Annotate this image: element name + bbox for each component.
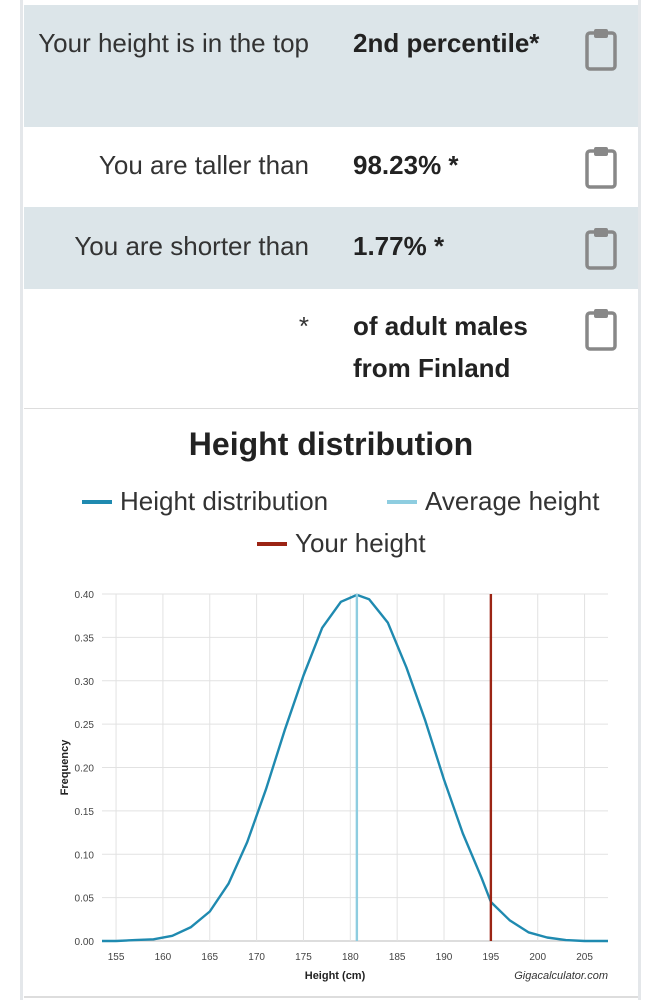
y-tick-label: 0.30: [75, 677, 95, 688]
chart-title: Height distribution: [188, 426, 474, 462]
x-tick-label: 180: [342, 952, 359, 963]
x-tick-label: 165: [201, 952, 218, 963]
clipboard-icon[interactable]: [584, 27, 618, 71]
y-tick-label: 0.40: [75, 590, 95, 601]
x-tick-label: 190: [436, 952, 453, 963]
left-border: [20, 0, 23, 1000]
legend-swatch: [82, 499, 112, 504]
taller-value: 98.23% *: [353, 150, 459, 180]
x-tick-label: 185: [389, 952, 406, 963]
y-tick-label: 0.25: [75, 720, 95, 731]
legend-swatch: [257, 541, 287, 546]
legend-swatch: [387, 499, 417, 504]
chart-credit: Gigacalculator.com: [514, 970, 608, 982]
card-bottom-border: [24, 996, 638, 998]
result-row-percentile: Your height is in the top 2nd percentile…: [24, 5, 638, 127]
y-tick-label: 0.20: [75, 764, 95, 775]
legend-label: Your height: [295, 528, 426, 558]
legend-label: Height distribution: [120, 486, 329, 516]
legend-item-your-height[interactable]: Your height: [257, 528, 426, 559]
legend-label: Average height: [425, 486, 600, 516]
legend-item-average[interactable]: Average height: [387, 486, 599, 517]
legend-item-distribution[interactable]: Height distribution: [82, 486, 328, 517]
height-distribution-chart: 0.00 0.05 0.10 0.15 0.20 0.25 0.30 0.35 0.40 155 1…: [59, 590, 608, 982]
clipboard-icon[interactable]: [584, 226, 618, 270]
shorter-value: 1.77% *: [353, 231, 445, 261]
x-tick-label: 195: [483, 952, 500, 963]
x-axis-label: Height (cm): [305, 970, 366, 982]
y-tick-label: 0.00: [75, 937, 95, 948]
x-tick-label: 205: [576, 952, 593, 963]
x-tick-label: 160: [155, 952, 172, 963]
population-value: of adult males from Finland: [353, 311, 528, 383]
result-row-population: * of adult males from Finland: [24, 289, 638, 407]
y-tick-label: 0.15: [75, 807, 95, 818]
x-tick-label: 155: [108, 952, 125, 963]
taller-label: You are taller than: [98, 150, 309, 180]
shorter-label: You are shorter than: [74, 231, 309, 261]
result-row-shorter: You are shorter than 1.77% *: [24, 207, 638, 289]
clipboard-icon[interactable]: [584, 307, 618, 351]
y-axis-label: Frequency: [59, 739, 71, 796]
x-tick-label: 200: [529, 952, 546, 963]
y-tick-label: 0.05: [75, 894, 95, 905]
y-tick-label: 0.35: [75, 633, 95, 644]
right-border: [638, 0, 641, 1000]
section-divider: [24, 408, 638, 409]
clipboard-icon[interactable]: [584, 145, 618, 189]
y-tick-label: 0.10: [75, 850, 95, 861]
percentile-label: Your height is in the top: [38, 28, 309, 58]
results-card: Your height is in the top 2nd percentile…: [24, 0, 638, 1000]
result-row-taller: You are taller than 98.23% *: [24, 127, 638, 207]
x-tick-label: 175: [295, 952, 312, 963]
percentile-value: 2nd percentile*: [353, 28, 540, 58]
x-tick-label: 170: [248, 952, 265, 963]
footnote-asterisk: *: [298, 311, 309, 341]
